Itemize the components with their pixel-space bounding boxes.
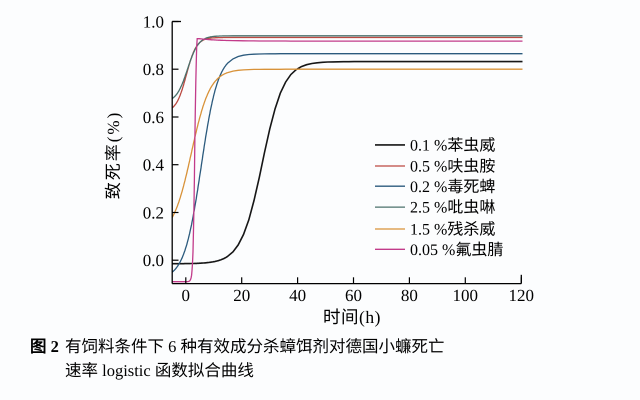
svg-text:0.6: 0.6 xyxy=(143,108,164,127)
svg-text:60: 60 xyxy=(345,286,362,305)
svg-text:80: 80 xyxy=(401,286,418,305)
svg-text:0.2 %毒死蜱: 0.2 %毒死蜱 xyxy=(410,178,495,196)
svg-text:0.0: 0.0 xyxy=(143,251,164,270)
svg-text:有饲料条件下 6 种有效成分杀蟑饵剂对德国小蠊死亡: 有饲料条件下 6 种有效成分杀蟑饵剂对德国小蠊死亡 xyxy=(65,337,445,356)
svg-text:0.2: 0.2 xyxy=(143,204,164,223)
svg-text:0.05 %氟虫腈: 0.05 %氟虫腈 xyxy=(410,241,503,259)
svg-text:图 2: 图 2 xyxy=(30,337,59,356)
svg-text:0.1 %苯虫威: 0.1 %苯虫威 xyxy=(410,137,495,155)
svg-text:0.5 %呋虫胺: 0.5 %呋虫胺 xyxy=(410,158,495,176)
svg-text:0: 0 xyxy=(182,286,191,305)
svg-text:20: 20 xyxy=(233,286,250,305)
svg-text:100: 100 xyxy=(453,286,479,305)
svg-text:2.5 %吡虫啉: 2.5 %吡虫啉 xyxy=(410,199,495,217)
svg-text:0.8: 0.8 xyxy=(143,60,164,79)
svg-text:1.0: 1.0 xyxy=(143,13,164,32)
svg-text:速率 logistic 函数拟合曲线: 速率 logistic 函数拟合曲线 xyxy=(65,361,254,380)
svg-text:时间(h): 时间(h) xyxy=(323,307,381,327)
svg-text:致死率(%): 致死率(%) xyxy=(104,111,123,199)
svg-text:120: 120 xyxy=(509,286,535,305)
svg-text:0.4: 0.4 xyxy=(143,156,165,175)
svg-text:1.5 %残杀威: 1.5 %残杀威 xyxy=(410,221,495,239)
svg-text:40: 40 xyxy=(289,286,306,305)
